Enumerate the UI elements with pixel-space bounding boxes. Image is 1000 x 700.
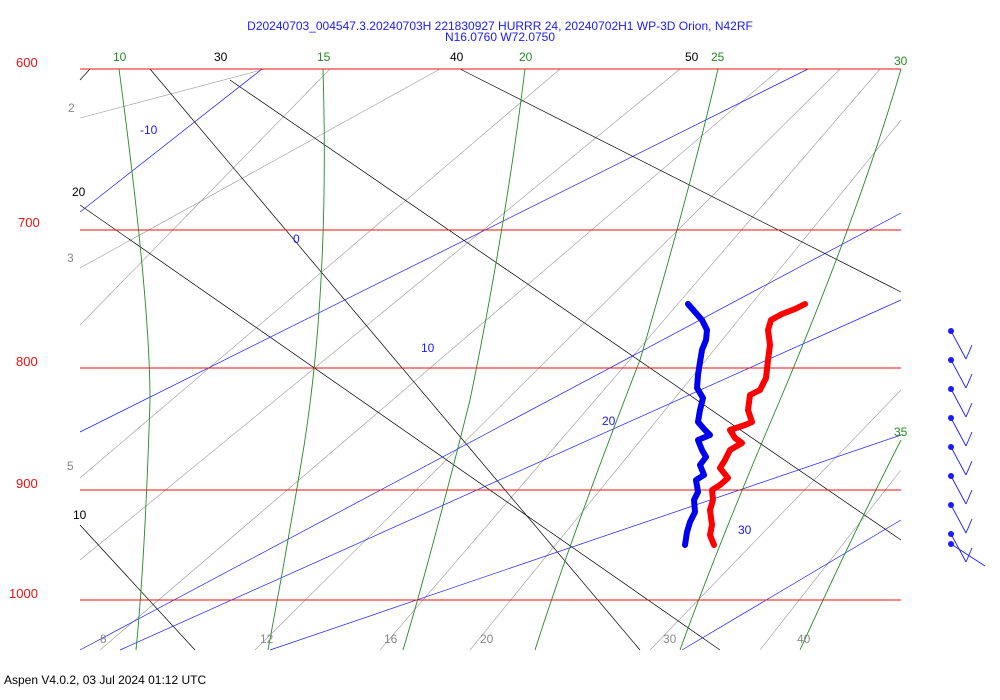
mixing-ratio-line xyxy=(79,68,681,561)
dry-adiabat-label-40: 40 xyxy=(450,50,464,64)
isotherm-line xyxy=(79,68,809,433)
dry-adiabat-line xyxy=(79,524,196,651)
mixing-ratio-line xyxy=(79,68,441,269)
moist-adiabat-label-30: 30 xyxy=(894,54,908,68)
wind-barb-staff xyxy=(950,417,967,447)
chart-subtitle: N16.0760 W72.0750 xyxy=(445,30,555,44)
dry-adiabats xyxy=(79,68,902,651)
mixing-ratio-label-40: 40 xyxy=(797,632,811,646)
dry-adiabat-label-20: 20 xyxy=(72,185,86,199)
wind-barb-staff xyxy=(950,359,967,389)
dry-adiabat-label-50: 50 xyxy=(685,50,699,64)
wind-barb-flag xyxy=(965,460,973,476)
dry-adiabat-line xyxy=(149,68,641,651)
pressure-label-900: 900 xyxy=(16,476,38,491)
mixing-ratio-label-12: 12 xyxy=(260,632,274,646)
moist-adiabat-label-35: 35 xyxy=(894,425,908,439)
mixing-ratio-label-2: 2 xyxy=(68,101,75,115)
isotherm-label-20: 20 xyxy=(602,414,616,428)
mixing-ratio-line xyxy=(379,68,881,651)
pressure-label-600: 600 xyxy=(16,55,38,70)
wind-barb-staff xyxy=(950,446,967,476)
moist-adiabat-curve xyxy=(534,68,719,651)
wind-barb-staff xyxy=(950,475,967,505)
wind-barb-staff xyxy=(950,330,967,360)
mixing-ratio-line xyxy=(649,389,902,651)
pressure-label-800: 800 xyxy=(16,354,38,369)
footer-version: Aspen V4.0.2, 03 Jul 2024 01:12 UTC xyxy=(4,673,207,687)
mixing-ratio-line xyxy=(79,68,331,326)
mixing-ratio-label-30: 30 xyxy=(663,632,677,646)
mixing-ratio-label-20: 20 xyxy=(480,632,494,646)
moist-adiabat-curve xyxy=(799,439,902,651)
mixing-ratio-line xyxy=(254,68,841,651)
isotherm-line xyxy=(79,212,902,651)
dry-adiabat-line xyxy=(229,79,902,541)
wind-barb-staff xyxy=(950,388,967,418)
isobars xyxy=(80,68,901,601)
wind-barb-flag xyxy=(965,373,973,389)
mixing-ratio-lines xyxy=(79,68,902,651)
wind-barbs xyxy=(948,328,986,567)
isotherm-label-30: 30 xyxy=(738,523,752,537)
wind-barb-flag xyxy=(965,344,973,360)
mixing-ratio-line xyxy=(79,68,561,479)
wind-barb-staff xyxy=(950,543,986,567)
temperature-profile xyxy=(707,301,808,548)
moist-adiabat-curve xyxy=(118,68,151,651)
pressure-label-700: 700 xyxy=(18,215,40,230)
wind-barb-flag xyxy=(965,489,973,505)
moist-adiabat-curve xyxy=(267,68,325,651)
moist-adiabat-label-20: 20 xyxy=(519,50,533,64)
dry-adiabat-line xyxy=(79,68,91,81)
moist-adiabat-curve xyxy=(402,68,526,651)
dry-adiabat-label-30: 30 xyxy=(214,50,228,64)
wind-barb-staff xyxy=(950,504,967,534)
isotherm-label-0: 0 xyxy=(293,232,300,246)
dry-adiabat-line xyxy=(79,204,721,651)
moist-adiabat-label-25: 25 xyxy=(711,50,725,64)
dry-adiabat-label-10: 10 xyxy=(73,508,87,522)
mixing-ratio-label-5: 5 xyxy=(67,459,74,473)
isotherm-line xyxy=(269,434,902,651)
chart-title: D20240703_004547.3.20240703H 221830927 H… xyxy=(247,19,753,33)
moist-adiabat-label-15: 15 xyxy=(317,50,331,64)
profiles xyxy=(682,301,808,548)
mixing-ratio-label-16: 16 xyxy=(384,632,398,646)
mixing-ratio-line xyxy=(759,469,902,651)
moist-adiabats xyxy=(118,68,902,651)
wind-barb-flag xyxy=(965,402,973,418)
isotherm-line xyxy=(79,68,263,213)
wind-barb-flag xyxy=(965,518,973,534)
isotherm-line xyxy=(681,519,902,651)
isotherms xyxy=(79,68,902,651)
mixing-ratio-line xyxy=(79,68,266,119)
wind-barb-flag xyxy=(965,431,973,447)
isotherm-label-neg10: -10 xyxy=(140,123,158,137)
dry-adiabat-line xyxy=(459,68,902,293)
moist-adiabat-label-10: 10 xyxy=(113,50,127,64)
dewpoint-profile xyxy=(682,301,713,548)
mixing-ratio-label-8: 8 xyxy=(100,632,107,646)
mixing-ratio-label-3: 3 xyxy=(67,251,74,265)
wind-barb-flag xyxy=(965,547,973,563)
mixing-ratio-line xyxy=(99,68,781,651)
mixing-ratio-line xyxy=(469,119,902,651)
pressure-label-1000: 1000 xyxy=(9,586,38,601)
moist-adiabat-curve xyxy=(679,68,902,651)
wind-barb-staff xyxy=(950,533,967,563)
isotherm-label-10: 10 xyxy=(421,341,435,355)
